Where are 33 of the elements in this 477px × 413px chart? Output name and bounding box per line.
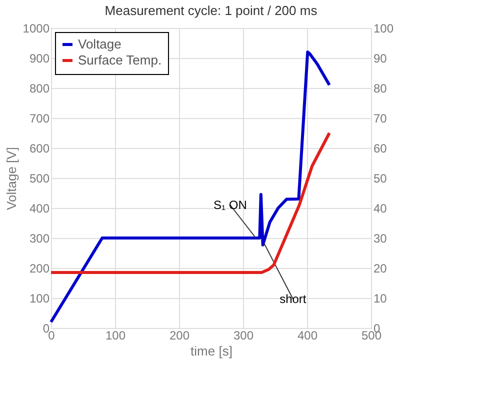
chart-title: Measurement cycle: 1 point / 200 ms [104,3,318,18]
line-series [50,50,331,324]
y-tick-label: 1000 [22,22,50,36]
legend-label: Voltage [78,36,122,52]
y-tick-label: 300 [29,232,50,246]
y-tick-label: 700 [29,112,50,126]
annotation: S₁ ON [214,198,247,212]
y-tick-label: 500 [29,172,50,186]
x-tick-label: 200 [169,328,190,342]
y-tick-label: 400 [29,202,50,216]
y2-tick-label: 90 [374,52,388,66]
x-tick-label: 100 [105,328,126,342]
y2-tick-label: 70 [374,112,388,126]
x-axis-title: time [s] [190,344,232,358]
line-series [50,132,331,274]
y2-tick-label: 60 [374,142,388,156]
y2-tick-label: 100 [374,22,394,36]
y-tick-label: 100 [29,292,50,306]
y-tick-label: 800 [29,82,50,96]
legend-label: Surface Temp. [78,52,162,68]
y2-tick-label: 30 [374,232,388,246]
y2-tick-label: 20 [374,262,388,276]
y2-tick-label: 80 [374,82,388,96]
y2-tick-label: 50 [374,172,388,186]
annotation: short [280,292,307,306]
y2-tick-label: 40 [374,202,388,216]
x-tick-label: 300 [233,328,254,342]
x-tick-label: 400 [297,328,318,342]
y-tick-label: 900 [29,52,50,66]
y-tick-label: 200 [29,262,50,276]
y-axis-title: Voltage [V] [4,147,19,210]
y-tick-label: 600 [29,142,50,156]
y2-tick-label: 10 [374,292,388,306]
